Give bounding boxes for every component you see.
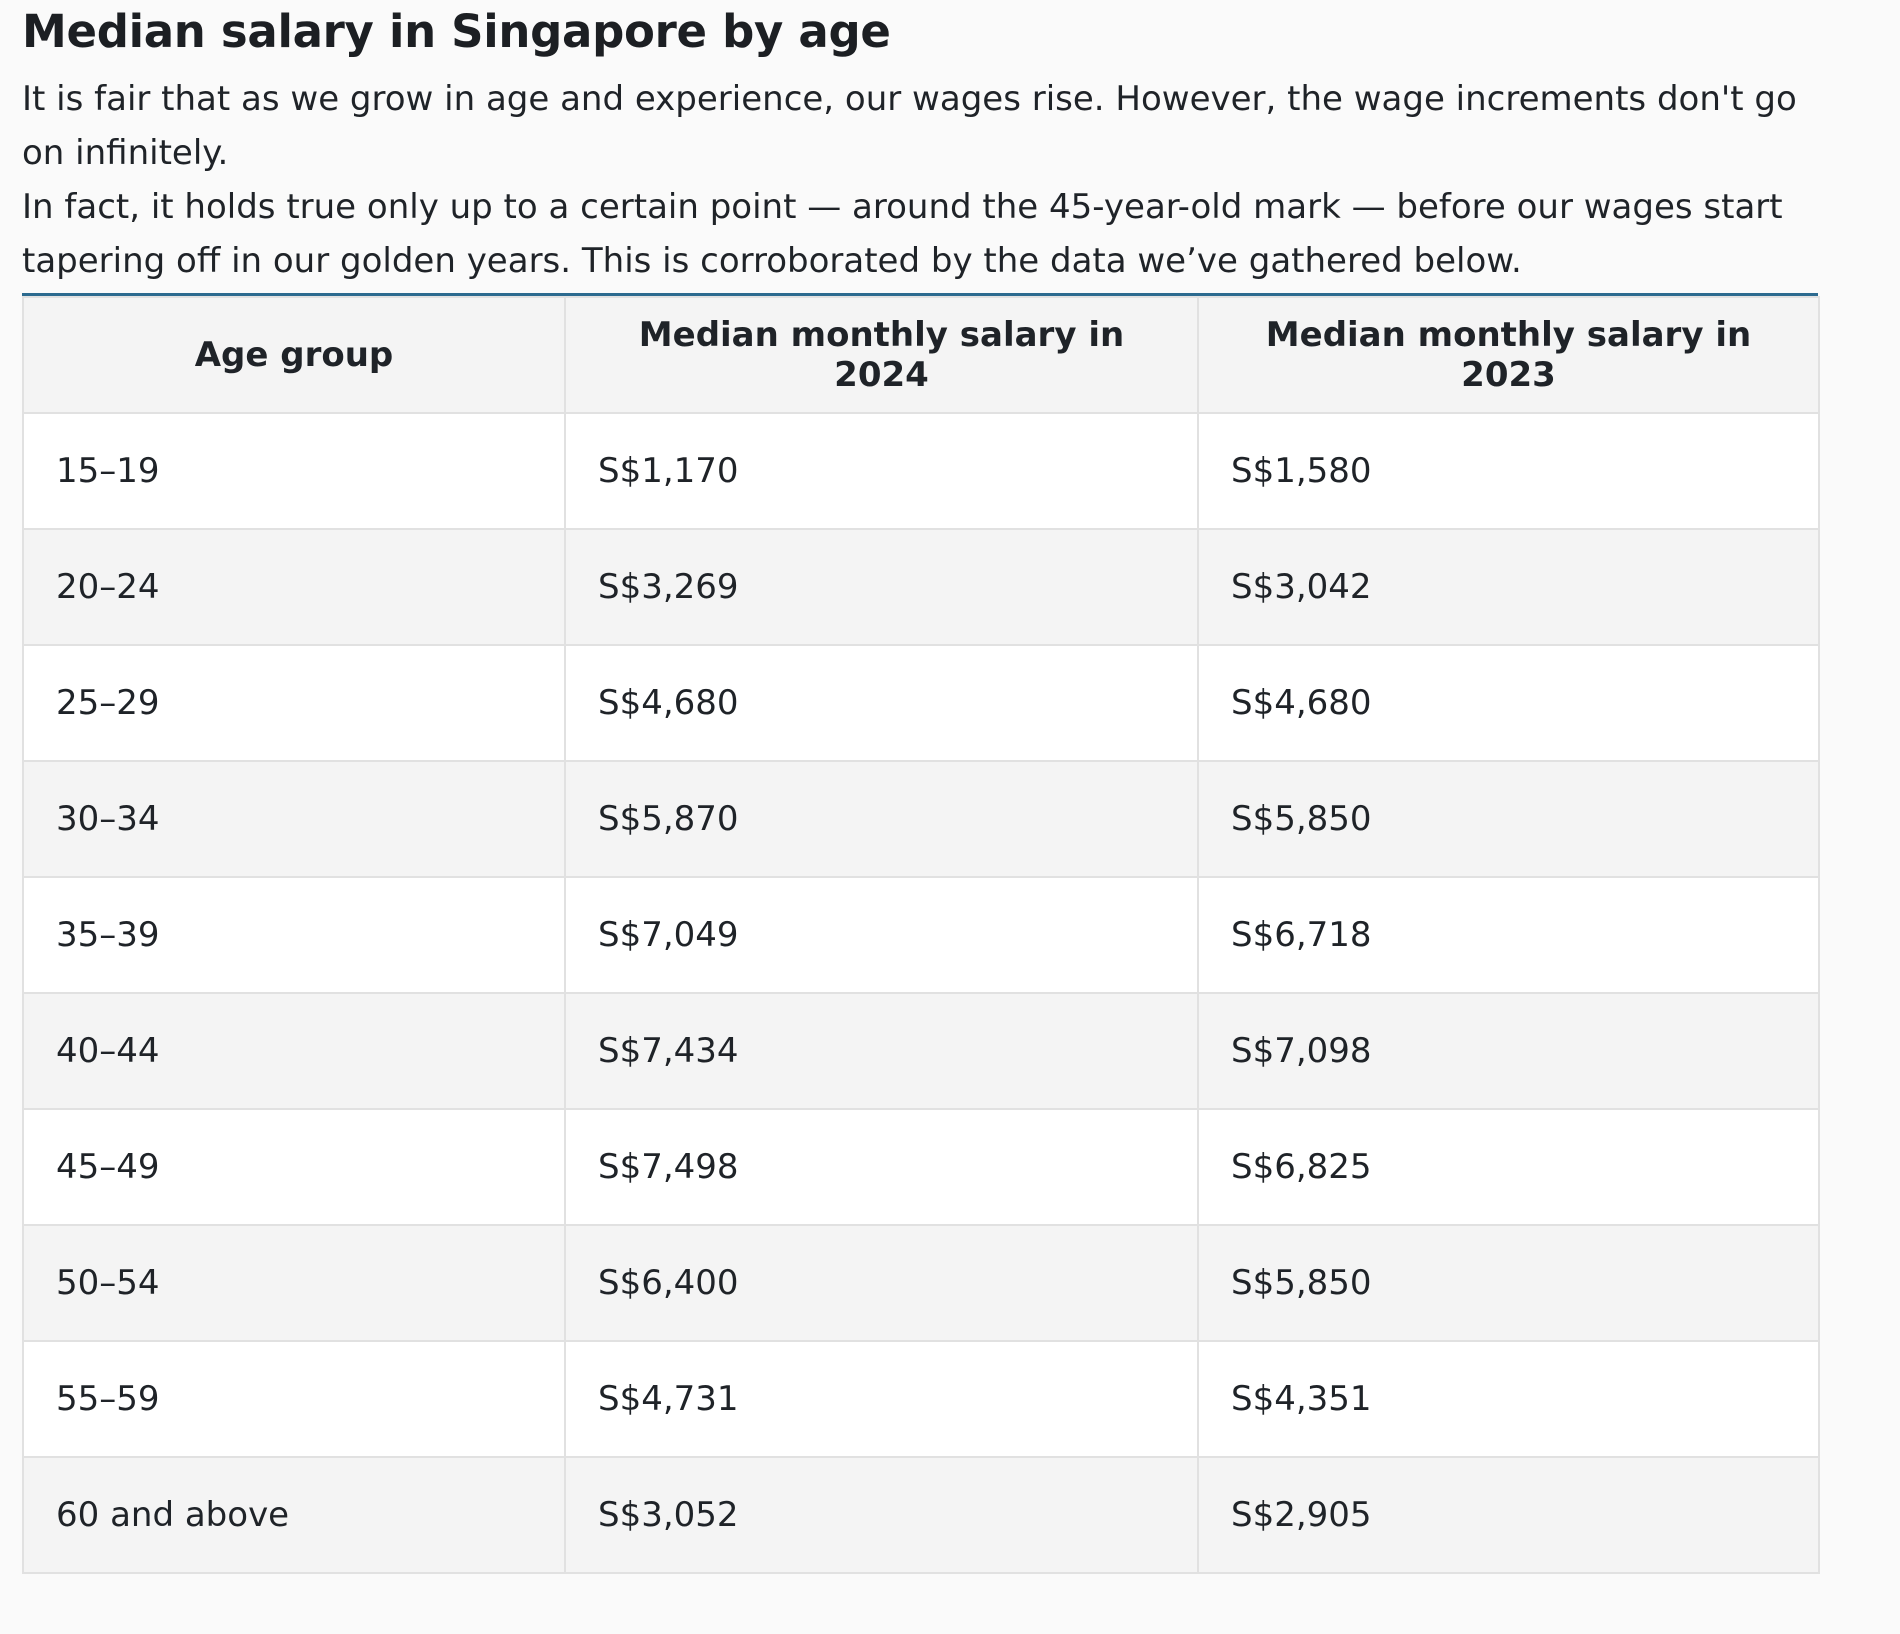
intro-paragraph: It is fair that as we grow in age and ex… — [22, 79, 1797, 173]
table-row: 20–24 S$3,269 S$3,042 — [22, 528, 1820, 646]
age-group-cell: 20–24 — [22, 528, 566, 646]
salary-2023-cell: S$6,825 — [1197, 1108, 1820, 1226]
table-row: 45–49 S$7,498 S$6,825 — [22, 1108, 1820, 1226]
intro-paragraph: In fact, it holds true only up to a cert… — [22, 187, 1783, 281]
age-group-cell: 25–29 — [22, 644, 566, 762]
salary-2023-cell: S$5,850 — [1197, 1224, 1820, 1342]
salary-2023-cell: S$4,680 — [1197, 644, 1820, 762]
table-row: 35–39 S$7,049 S$6,718 — [22, 876, 1820, 994]
salary-2023-cell: S$5,850 — [1197, 760, 1820, 878]
age-group-cell: 30–34 — [22, 760, 566, 878]
table-row: 25–29 S$4,680 S$4,680 — [22, 644, 1820, 762]
salary-2024-cell: S$6,400 — [564, 1224, 1199, 1342]
intro-text: It is fair that as we grow in age and ex… — [22, 72, 1822, 288]
salary-2024-cell: S$7,049 — [564, 876, 1199, 994]
table-row: 60 and above S$3,052 S$2,905 — [22, 1456, 1820, 1574]
salary-2024-cell: S$3,052 — [564, 1456, 1199, 1574]
salary-2024-cell: S$7,434 — [564, 992, 1199, 1110]
table-row: 55–59 S$4,731 S$4,351 — [22, 1340, 1820, 1458]
age-group-cell: 50–54 — [22, 1224, 566, 1342]
age-group-cell: 40–44 — [22, 992, 566, 1110]
table-row: 30–34 S$5,870 S$5,850 — [22, 760, 1820, 878]
age-group-cell: 45–49 — [22, 1108, 566, 1226]
age-group-cell: 15–19 — [22, 412, 566, 530]
table-row: 50–54 S$6,400 S$5,850 — [22, 1224, 1820, 1342]
salary-2024-cell: S$7,498 — [564, 1108, 1199, 1226]
column-header-salary-2024: Median monthly salary in 2024 — [564, 296, 1199, 414]
article-section: Median salary in Singapore by age It is … — [22, 5, 1822, 1574]
column-header-age-group: Age group — [22, 296, 566, 414]
salary-2023-cell: S$2,905 — [1197, 1456, 1820, 1574]
table-row: 15–19 S$1,170 S$1,580 — [22, 412, 1820, 530]
column-header-salary-2023: Median monthly salary in 2023 — [1197, 296, 1820, 414]
salary-2023-cell: S$3,042 — [1197, 528, 1820, 646]
salary-2024-cell: S$5,870 — [564, 760, 1199, 878]
salary-2024-cell: S$3,269 — [564, 528, 1199, 646]
salary-2024-cell: S$4,680 — [564, 644, 1199, 762]
page-title: Median salary in Singapore by age — [22, 5, 891, 58]
age-group-cell: 60 and above — [22, 1456, 566, 1574]
age-group-cell: 35–39 — [22, 876, 566, 994]
salary-2024-cell: S$4,731 — [564, 1340, 1199, 1458]
salary-table-container: Age group Median monthly salary in 2024 … — [22, 293, 1820, 1574]
salary-2023-cell: S$4,351 — [1197, 1340, 1820, 1458]
age-group-cell: 55–59 — [22, 1340, 566, 1458]
table-header-row: Age group Median monthly salary in 2024 … — [22, 296, 1820, 414]
salary-2023-cell: S$1,580 — [1197, 412, 1820, 530]
salary-2023-cell: S$7,098 — [1197, 992, 1820, 1110]
salary-2023-cell: S$6,718 — [1197, 876, 1820, 994]
table-row: 40–44 S$7,434 S$7,098 — [22, 992, 1820, 1110]
salary-2024-cell: S$1,170 — [564, 412, 1199, 530]
salary-table: Age group Median monthly salary in 2024 … — [22, 296, 1820, 1574]
